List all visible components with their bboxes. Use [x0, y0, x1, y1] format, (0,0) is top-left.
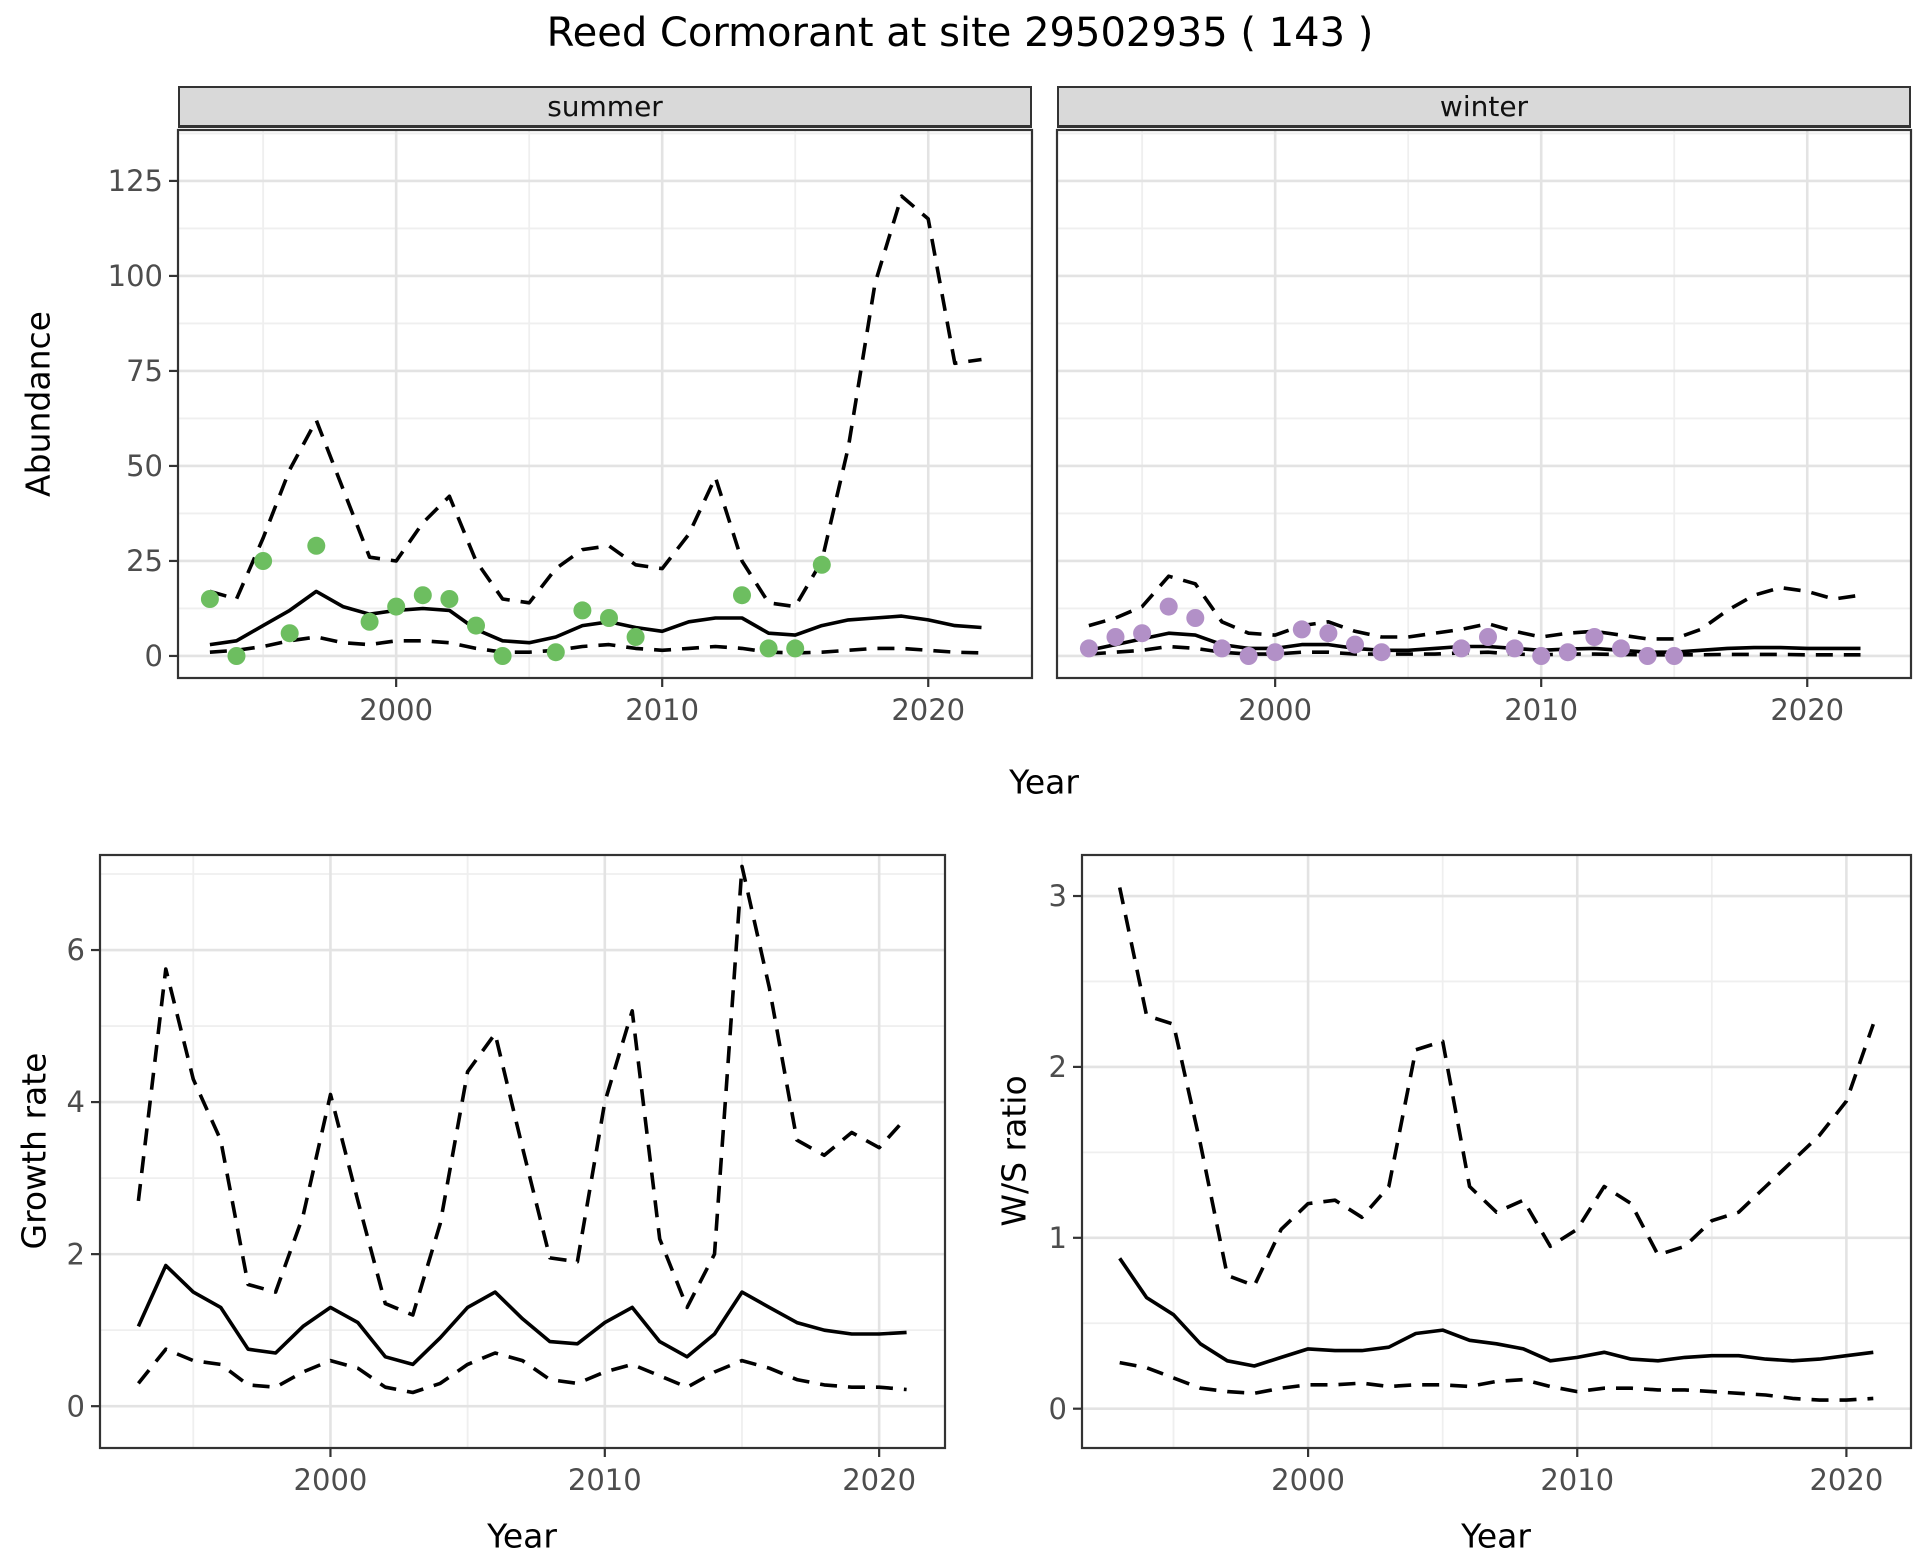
growth-rate-lower-line [136, 1347, 907, 1395]
abundance-winter-observed-point [1212, 639, 1231, 658]
y-tick-label: 25 [126, 544, 163, 578]
abundance-summer-upper-line [209, 194, 982, 609]
x-tick-label: 2010 [625, 693, 699, 727]
x-tick-label: 2010 [1540, 1463, 1614, 1497]
growth-rate-fit-line [136, 1263, 907, 1367]
plot-title: Reed Cormorant at site 29502935 ( 143 ) [546, 10, 1374, 56]
abundance-winter-panel-bg [1057, 130, 1911, 678]
abundance-summer-observed-point [733, 586, 751, 605]
y-tick-label: 50 [126, 449, 163, 483]
y-tick-label: 0 [67, 1389, 85, 1423]
y-tick-label: 2 [67, 1237, 85, 1271]
abundance-winter-observed-point [1479, 628, 1497, 646]
abundance-summer-observed-point [573, 601, 592, 620]
abundance-winter-observed-point [1159, 597, 1178, 616]
x-tick-label: 2020 [891, 693, 965, 727]
ws-ratio-fit-line [1118, 1257, 1874, 1368]
abundance-summer-observed-point [387, 597, 406, 616]
x-tick-label: 2010 [1504, 693, 1578, 727]
abundance-winter-observed-point [1346, 635, 1364, 654]
x-tick-label: 2000 [1271, 1463, 1345, 1497]
y-tick-label: 0 [145, 639, 163, 673]
facet-label-winter: winter [1439, 90, 1529, 123]
growth-rate-panel-border [98, 853, 947, 1450]
abundance-winter-observed-point [1532, 647, 1551, 665]
abundance-winter-observed-point [1558, 643, 1577, 662]
abundance-winter-observed-point [1372, 643, 1391, 662]
x-axis-title-growth-rate: Year [487, 1516, 557, 1556]
abundance-summer-fit-line [209, 589, 982, 647]
x-tick-label: 2020 [1770, 693, 1844, 727]
abundance-winter-observed-point [1665, 647, 1684, 665]
abundance-summer-observed-point [626, 628, 645, 646]
panel-abundance-winter: 2000 2010 2020 [1055, 128, 1913, 727]
panel-growth-rate: 2000 2010 2020 0 2 4 6 [67, 853, 947, 1497]
abundance-winter-panel-border [1055, 128, 1913, 680]
abundance-summer-observed-point [360, 612, 379, 631]
y-tick-label: 75 [126, 354, 163, 388]
abundance-winter-observed-point [1505, 639, 1524, 658]
abundance-summer-panel-bg [178, 130, 1032, 678]
abundance-summer-observed-point [200, 590, 219, 608]
abundance-winter-observed-point [1079, 639, 1098, 658]
abundance-summer-observed-point [759, 639, 778, 658]
y-axis-title-ws-ratio: W/S ratio [994, 1075, 1034, 1227]
abundance-summer-observed-point [227, 647, 246, 665]
x-tick-label: 2020 [842, 1463, 916, 1497]
x-axis-title-top: Year [1009, 762, 1079, 802]
abundance-summer-lower-line [209, 635, 982, 655]
abundance-summer-observed-point [280, 624, 299, 643]
abundance-winter-observed-point [1239, 647, 1258, 665]
y-axis-title-abundance: Abundance [18, 311, 58, 497]
abundance-winter-observed-point [1319, 624, 1338, 643]
x-tick-label: 2010 [568, 1463, 642, 1497]
ws-ratio-panel-border [1080, 853, 1913, 1450]
ws-ratio-upper-line [1117, 887, 1875, 1288]
abundance-winter-observed-point [1186, 609, 1205, 627]
abundance-summer-panel-border [176, 128, 1034, 680]
abundance-winter-observed-point [1452, 639, 1471, 658]
abundance-summer-observed-point [254, 552, 273, 570]
abundance-summer-observed-point [546, 643, 565, 662]
facet-label-summer: summer [547, 90, 663, 123]
abundance-summer-observed-point [440, 590, 459, 608]
abundance-winter-observed-point [1133, 624, 1152, 643]
y-tick-label: 4 [67, 1085, 85, 1119]
abundance-summer-observed-point [413, 586, 432, 605]
abundance-summer-observed-point [786, 639, 805, 658]
y-tick-label: 2 [1049, 1050, 1067, 1084]
abundance-winter-observed-point [1585, 628, 1604, 646]
facet-strip-winter: winter [1057, 86, 1911, 128]
panel-ws-ratio: 2000 2010 2020 0 1 2 3 [1049, 853, 1913, 1497]
y-tick-label: 1 [1049, 1221, 1067, 1255]
y-tick-label: 100 [108, 259, 163, 293]
abundance-winter-observed-point [1266, 643, 1285, 662]
abundance-summer-observed-point [467, 616, 485, 635]
y-axis-title-growth-rate: Growth rate [14, 1052, 54, 1250]
x-axis-title-ws-ratio: Year [1461, 1516, 1531, 1556]
panel-abundance-summer: 2000 2010 2020 0 25 50 75 100 125 [108, 128, 1034, 727]
x-tick-label: 2020 [1809, 1463, 1883, 1497]
x-tick-label: 2000 [359, 693, 433, 727]
x-tick-label: 2000 [1238, 693, 1312, 727]
abundance-winter-observed-point [1106, 628, 1125, 646]
abundance-winter-observed-point [1638, 647, 1657, 665]
abundance-summer-observed-point [493, 647, 512, 665]
y-tick-label: 3 [1049, 879, 1067, 913]
abundance-summer-observed-point [812, 555, 831, 574]
abundance-summer-observed-point [307, 536, 326, 555]
abundance-summer-observed-point [600, 609, 618, 627]
y-tick-label: 125 [108, 164, 163, 198]
abundance-winter-lower-line [1088, 644, 1861, 657]
x-tick-label: 2000 [294, 1463, 368, 1497]
y-tick-label: 6 [67, 933, 85, 967]
facet-strip-summer: summer [178, 86, 1032, 128]
y-tick-label: 0 [1049, 1392, 1067, 1426]
abundance-winter-observed-point [1612, 639, 1630, 658]
abundance-winter-observed-point [1292, 620, 1311, 639]
growth-rate-upper-line [136, 864, 908, 1317]
abundance-winter-upper-line [1088, 574, 1861, 641]
